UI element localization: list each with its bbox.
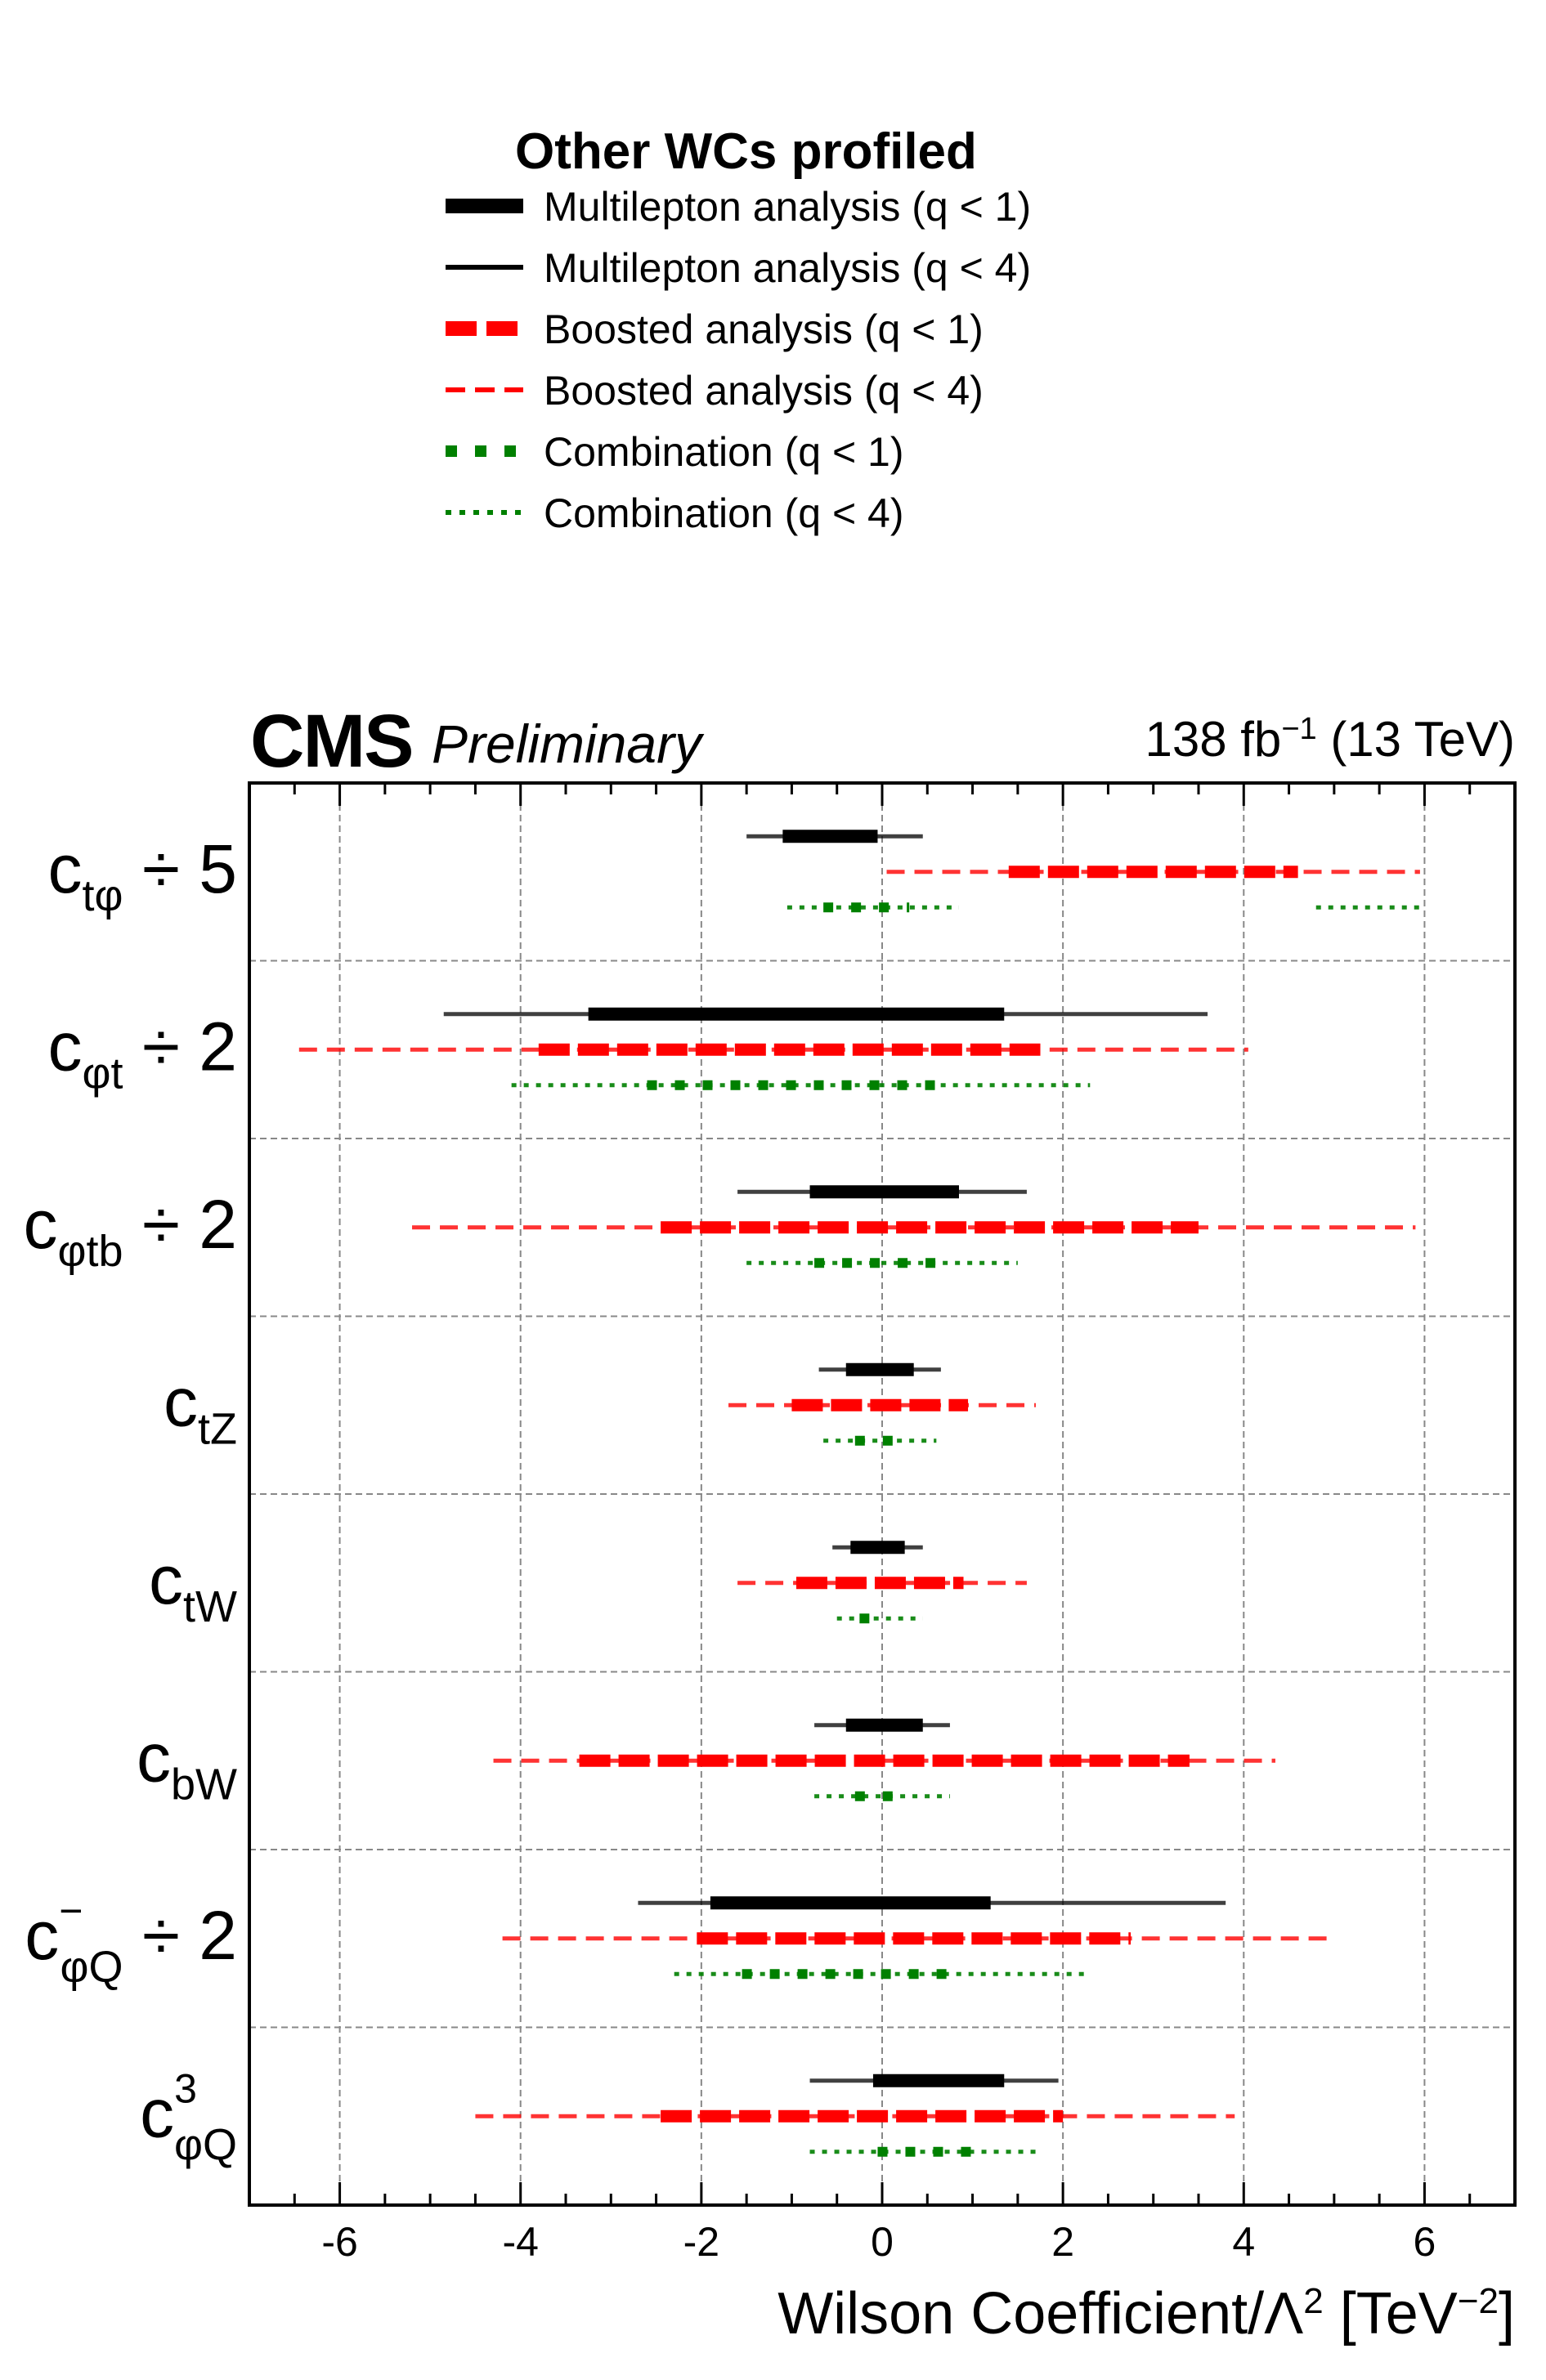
row-label-sub: tZ xyxy=(198,1404,237,1453)
legend-label: Multilepton analysis (q < 1) xyxy=(544,184,1032,230)
row-label-main: c xyxy=(164,1363,198,1440)
legend-title: Other WCs profiled xyxy=(515,123,977,180)
row-label-main: c xyxy=(23,1186,57,1263)
row-label-sub: tW xyxy=(183,1582,237,1631)
row-label-sub: bW xyxy=(171,1760,237,1809)
x-tick-label: 4 xyxy=(1232,2219,1255,2265)
legend-swatch xyxy=(446,445,523,457)
row-label-suffix: ÷ 2 xyxy=(123,1897,238,1974)
row-label: ctZ xyxy=(164,1363,237,1453)
status-label: Preliminary xyxy=(432,714,702,774)
row-label-sup: − xyxy=(59,1888,83,1934)
lumi-label: 138 fb−1 (13 TeV) xyxy=(1145,711,1515,767)
legend-label: Multilepton analysis (q < 4) xyxy=(544,245,1032,291)
legend-label: Boosted analysis (q < 4) xyxy=(544,368,984,414)
experiment-label: CMS xyxy=(250,700,414,783)
lumi-exponent: −1 xyxy=(1281,712,1317,746)
legend-label: Combination (q < 4) xyxy=(544,490,904,536)
row-label: cφtb ÷ 2 xyxy=(23,1186,237,1276)
row-label: c3 φQ xyxy=(140,2065,237,2169)
legend-swatch xyxy=(446,387,523,392)
legend-swatch xyxy=(446,265,523,270)
row-label-main: c xyxy=(47,830,82,907)
row-label-suffix: ÷ 2 xyxy=(123,1186,238,1263)
x-axis-label: Wilson Coefficient/Λ2 [TeV−2] xyxy=(777,2280,1515,2347)
x-axis-unit-close: ] xyxy=(1498,2281,1515,2346)
legend-swatch xyxy=(446,321,523,336)
x-axis-unit-sup: −2 xyxy=(1457,2281,1499,2321)
x-tick-label: -6 xyxy=(321,2219,357,2265)
row-label-sub: φQ xyxy=(174,2120,237,2169)
x-axis-title: Wilson Coefficient/Λ xyxy=(777,2281,1304,2346)
x-tick-label: -2 xyxy=(683,2219,719,2265)
row-label: cφt ÷ 2 xyxy=(47,1008,237,1098)
x-tick-label: 2 xyxy=(1051,2219,1074,2265)
x-tick-label: 6 xyxy=(1414,2219,1436,2265)
row-label-sub: φtb xyxy=(57,1227,123,1276)
row-label-suffix: ÷ 2 xyxy=(123,1008,238,1085)
row-label-sub: φQ xyxy=(60,1943,123,1992)
legend-label: Combination (q < 1) xyxy=(544,429,904,475)
row-label-sub: tφ xyxy=(82,871,123,920)
row-label-main: c xyxy=(140,2074,174,2151)
row-label: c− φQ ÷ 2 xyxy=(25,1888,237,1992)
x-tick-label: 0 xyxy=(871,2219,894,2265)
row-label: ctW xyxy=(149,1541,237,1631)
row-label-main: c xyxy=(25,1897,59,1974)
x-tick-label: -4 xyxy=(502,2219,538,2265)
row-label-suffix: ÷ 5 xyxy=(123,830,238,907)
energy-label: (13 TeV) xyxy=(1330,712,1515,767)
row-label-main: c xyxy=(137,1719,171,1796)
row-label: ctφ ÷ 5 xyxy=(47,830,237,920)
row-label-main: c xyxy=(47,1008,82,1085)
legend-label: Boosted analysis (q < 1) xyxy=(544,306,984,352)
x-axis-unit: [TeV xyxy=(1339,2281,1458,2346)
row-label-sup: 3 xyxy=(174,2065,197,2111)
row-label-main: c xyxy=(149,1541,183,1618)
row-label: cbW xyxy=(137,1719,237,1809)
lumi-value: 138 fb xyxy=(1145,712,1282,767)
legend-swatch xyxy=(446,199,523,213)
x-axis-title-sup: 2 xyxy=(1303,2281,1324,2321)
row-label-sub: φt xyxy=(82,1049,123,1098)
